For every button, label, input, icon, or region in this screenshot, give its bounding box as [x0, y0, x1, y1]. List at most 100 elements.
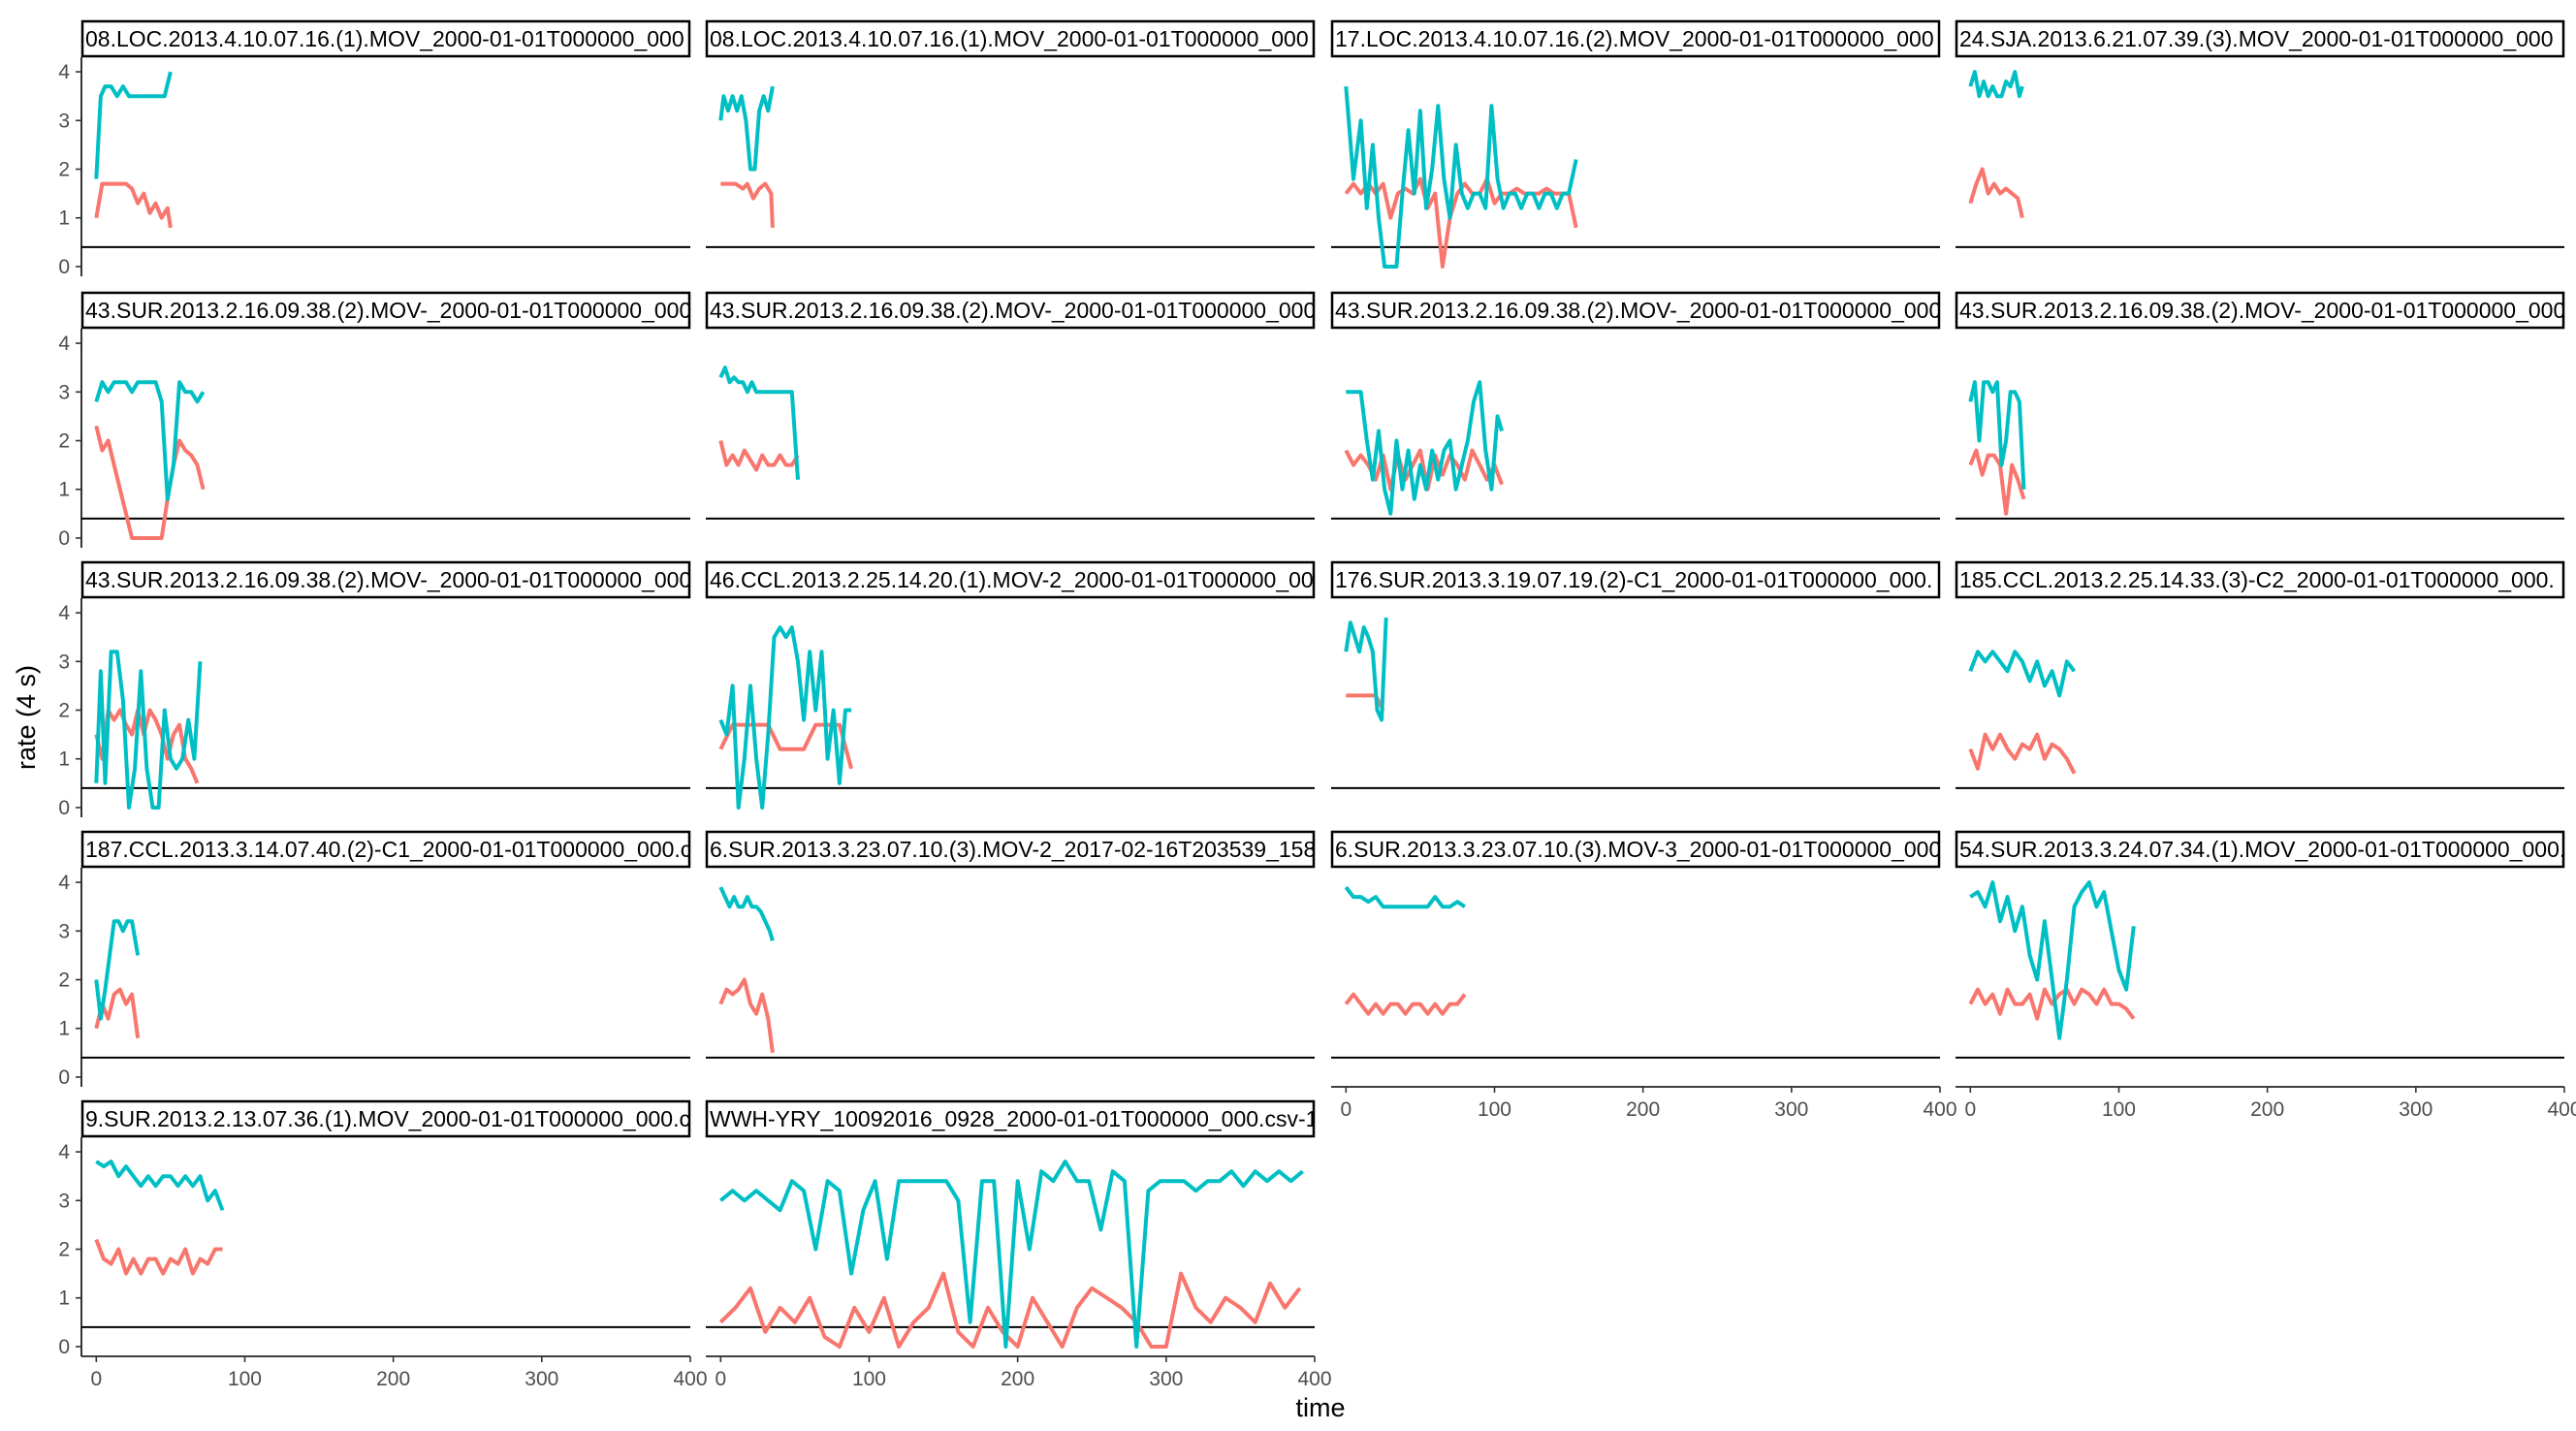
series-line-red [718, 440, 800, 472]
y-tick-label: 2 [58, 1239, 70, 1261]
series-line-red [718, 977, 775, 1054]
y-tick-label: 3 [58, 381, 70, 403]
facet-panel: WWH-YRY_10092016_0928_2000-01-01T000000_… [705, 1099, 1332, 1390]
y-tick-label: 2 [58, 430, 70, 453]
facet-strip [1330, 291, 1941, 330]
y-tick-label: 4 [58, 61, 70, 83]
facet-strip [80, 291, 691, 330]
x-tick-label: 200 [1626, 1098, 1660, 1121]
facet-panels: 08.LOC.2013.4.10.07.16.(1).MOV_2000-01-0… [58, 19, 2576, 1390]
facet-panel: 08.LOC.2013.4.10.07.16.(1).MOV_2000-01-0… [705, 19, 1316, 248]
facet-title: 43.SUR.2013.2.16.09.38.(2).MOV-_2000-01-… [1335, 298, 1941, 323]
series-line-teal [1969, 880, 2136, 1040]
facet-strip [1330, 830, 1941, 869]
facet-panel: 43.SUR.2013.2.16.09.38.(2).MOV-_2000-01-… [705, 291, 1316, 520]
y-tick-label: 4 [58, 333, 70, 355]
facet-title: 43.SUR.2013.2.16.09.38.(2).MOV-_2000-01-… [85, 567, 691, 592]
series-line-teal [1346, 380, 1505, 516]
series-line-teal [1344, 85, 1578, 269]
facet-strip [705, 19, 1316, 58]
x-tick-label: 0 [1964, 1098, 1976, 1121]
x-tick-label: 300 [525, 1368, 558, 1390]
x-tick-label: 100 [852, 1368, 886, 1390]
series-line-red [1968, 732, 2077, 775]
x-tick-label: 300 [2399, 1098, 2433, 1121]
facet-title: 08.LOC.2013.4.10.07.16.(1).MOV_2000-01-0… [85, 26, 684, 51]
y-tick-label: 3 [58, 920, 70, 942]
x-tick-label: 200 [2250, 1098, 2284, 1121]
series-line-red [1344, 992, 1467, 1016]
facet-strip [705, 560, 1316, 599]
facet-strip [80, 1099, 691, 1138]
y-tick-label: 0 [58, 1066, 70, 1089]
facet-panel: 185.CCL.2013.2.25.14.33.(3)-C2_2000-01-0… [1955, 560, 2565, 789]
series-line-teal [718, 366, 800, 480]
x-tick-label: 0 [1340, 1098, 1352, 1121]
y-tick-label: 0 [58, 797, 70, 819]
facet-panel: 43.SUR.2013.2.16.09.38.(2).MOV-_2000-01-… [1955, 291, 2565, 520]
facet-strip [705, 291, 1316, 330]
facet-panel: 43.SUR.2013.2.16.09.38.(2).MOV-_2000-01-… [1330, 291, 1941, 520]
y-tick-label: 2 [58, 970, 70, 992]
x-tick-label: 0 [715, 1368, 726, 1390]
series-line-teal [94, 380, 206, 501]
y-tick-label: 1 [58, 479, 70, 501]
series-line-red [1968, 448, 2026, 516]
series-line-red [1968, 987, 2136, 1021]
facet-strip [1330, 560, 1941, 599]
facet-panel: 43.SUR.2013.2.16.09.38.(2).MOV-_2000-01-… [58, 291, 691, 550]
series-line-red [1968, 167, 2024, 219]
y-tick-label: 4 [58, 872, 70, 894]
x-tick-label: 400 [673, 1368, 707, 1390]
facet-strip [80, 830, 691, 869]
facet-title: 43.SUR.2013.2.16.09.38.(2).MOV-_2000-01-… [85, 298, 691, 323]
series-line-teal [94, 650, 203, 810]
facet-title: 43.SUR.2013.2.16.09.38.(2).MOV-_2000-01-… [710, 298, 1316, 323]
series-line-teal [95, 1160, 225, 1212]
facet-strip [1955, 291, 2565, 330]
x-tick-label: 400 [2547, 1098, 2576, 1121]
facet-panel: 176.SUR.2013.3.19.07.19.(2)-C1_2000-01-0… [1330, 560, 1941, 789]
facet-strip [80, 19, 691, 58]
series-line-teal [94, 919, 141, 1021]
facet-title: 6.SUR.2013.3.23.07.10.(3).MOV-2_2017-02-… [710, 837, 1316, 862]
facet-panel: 24.SJA.2013.6.21.07.39.(3).MOV_2000-01-0… [1955, 19, 2565, 248]
x-tick-label: 200 [376, 1368, 410, 1390]
y-tick-label: 0 [58, 1336, 70, 1358]
facet-panel: 6.SUR.2013.3.23.07.10.(3).MOV-3_2000-01-… [1330, 830, 1957, 1121]
facet-title: 24.SJA.2013.6.21.07.39.(3).MOV_2000-01-0… [1959, 26, 2554, 51]
series-line-red [718, 1271, 1302, 1349]
facet-title: 185.CCL.2013.2.25.14.33.(3)-C2_2000-01-0… [1959, 567, 2555, 592]
series-line-red [94, 1238, 223, 1276]
x-tick-label: 400 [1923, 1098, 1956, 1121]
y-tick-label: 0 [58, 256, 70, 278]
facet-title: 08.LOC.2013.4.10.07.16.(1).MOV_2000-01-0… [710, 26, 1309, 51]
y-tick-label: 1 [58, 207, 70, 230]
series-line-teal [1344, 618, 1388, 722]
facet-title: 187.CCL.2013.3.14.07.40.(2)-C1_2000-01-0… [85, 837, 691, 862]
facet-panel: 08.LOC.2013.4.10.07.16.(1).MOV_2000-01-0… [58, 19, 691, 278]
series-line-teal [1344, 885, 1466, 909]
facet-strip [1955, 19, 2565, 58]
series-line-red [94, 181, 173, 229]
facet-strip [1330, 19, 1941, 58]
facet-panel: 17.LOC.2013.4.10.07.16.(2).MOV_2000-01-0… [1330, 19, 1941, 269]
facet-panel: 9.SUR.2013.2.13.07.36.(1).MOV_2000-01-01… [58, 1099, 708, 1390]
y-tick-label: 4 [58, 1141, 70, 1163]
facet-title: 176.SUR.2013.3.19.07.19.(2)-C1_2000-01-0… [1335, 567, 1932, 592]
series-line-teal [718, 625, 852, 810]
series-line-teal [1968, 650, 2077, 698]
x-tick-label: 100 [228, 1368, 262, 1390]
x-tick-label: 400 [1297, 1368, 1331, 1390]
series-line-red [94, 708, 200, 784]
y-tick-label: 1 [58, 748, 70, 771]
facet-title: 17.LOC.2013.4.10.07.16.(2).MOV_2000-01-0… [1335, 26, 1934, 51]
y-tick-label: 1 [58, 1018, 70, 1040]
x-tick-label: 0 [90, 1368, 102, 1390]
series-line-teal [1968, 70, 2024, 99]
facet-strip [1955, 560, 2565, 599]
y-tick-label: 1 [58, 1288, 70, 1310]
facet-panel: 6.SUR.2013.3.23.07.10.(3).MOV-2_2017-02-… [705, 830, 1316, 1059]
facet-panel: 43.SUR.2013.2.16.09.38.(2).MOV-_2000-01-… [58, 560, 691, 819]
